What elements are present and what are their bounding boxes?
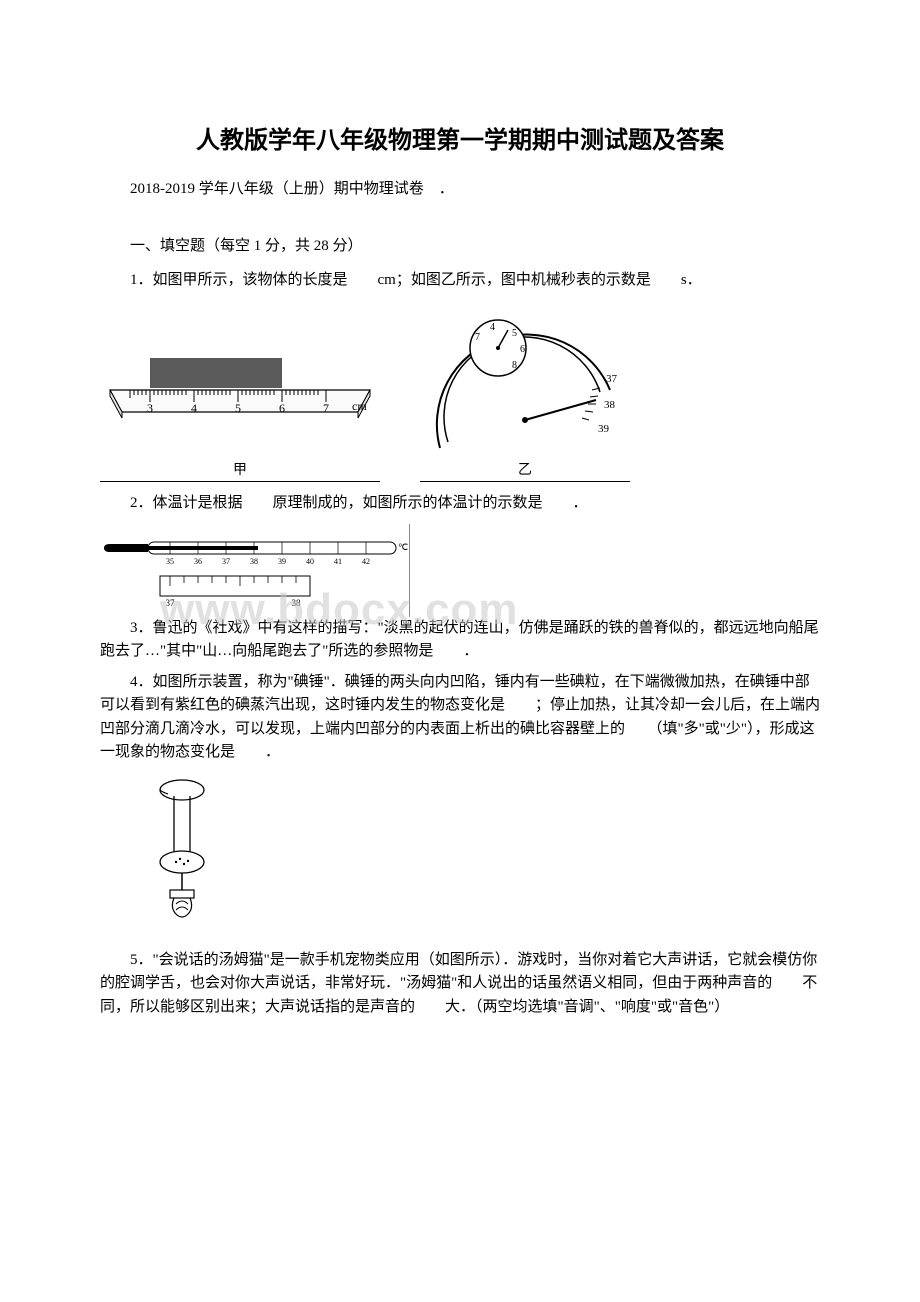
thermo-35: 35 <box>166 557 174 566</box>
thermo-zoom-38: 38 <box>292 598 302 608</box>
ruler-tick-7: 7 <box>323 401 329 415</box>
sw-small-4: 4 <box>490 322 495 333</box>
ruler-unit: cm <box>352 399 367 413</box>
figure-ruler: 3 4 5 6 7 cm 甲 <box>100 340 380 482</box>
thermo-41: 41 <box>334 557 342 566</box>
thermo-39: 39 <box>278 557 286 566</box>
thermo-40: 40 <box>306 557 314 566</box>
ruler-tick-6: 6 <box>279 401 285 415</box>
ruler-tick-4: 4 <box>191 401 197 415</box>
sw-big-39: 39 <box>598 423 610 435</box>
question-2: 2．体温计是根据 原理制成的，如图所示的体温计的示数是 ． <box>100 492 820 515</box>
sw-big-37: 37 <box>606 373 618 385</box>
question-3: 3．鲁迅的《社戏》中有这样的描写："淡黑的起伏的连山，仿佛是踊跃的铁的兽脊似的，… <box>100 617 820 664</box>
figure-stopwatch: 4 5 6 7 8 37 38 39 乙 <box>420 300 630 482</box>
q1-figure-row: 3 4 5 6 7 cm 甲 4 5 6 7 8 37 38 39 <box>100 300 820 482</box>
sw-small-7: 7 <box>475 332 480 343</box>
thermo-unit: ℃ <box>398 542 408 552</box>
question-4: 4．如图所示装置，称为"碘锤"．碘锤的两头向内凹陷，锤内有一些碘粒，在下端微微加… <box>100 671 820 764</box>
thermo-38: 38 <box>250 557 258 566</box>
sw-small-5: 5 <box>512 328 517 339</box>
stopwatch-caption: 乙 <box>420 459 630 479</box>
section-1-heading: 一、填空题（每空 1 分，共 28 分） <box>100 234 820 255</box>
figure-iodine-hammer <box>140 772 230 937</box>
ruler-tick-3: 3 <box>147 401 153 415</box>
page-title: 人教版学年八年级物理第一学期期中测试题及答案 <box>100 120 820 155</box>
thermo-42: 42 <box>362 557 370 566</box>
ruler-tick-5: 5 <box>235 401 241 415</box>
sw-small-8: 8 <box>512 360 517 371</box>
ruler-caption: 甲 <box>100 459 380 479</box>
thermo-36: 36 <box>194 557 202 566</box>
question-5: 5．"会说话的汤姆猫"是一款手机宠物类应用（如图所示）．游戏时，当你对着它大声讲… <box>100 949 820 1019</box>
exam-subtitle: 2018-2019 学年八年级（上册）期中物理试卷 ． <box>100 177 820 198</box>
sw-small-6: 6 <box>520 344 525 355</box>
sw-big-38: 38 <box>604 399 616 411</box>
thermo-37: 37 <box>222 557 230 566</box>
figure-thermometer: 35 36 37 38 39 40 41 42 ℃ 37 38 <box>100 524 410 617</box>
question-1: 1．如图甲所示，该物体的长度是 cm；如图乙所示，图中机械秒表的示数是 s． <box>100 269 820 292</box>
thermo-zoom-37: 37 <box>166 598 176 608</box>
